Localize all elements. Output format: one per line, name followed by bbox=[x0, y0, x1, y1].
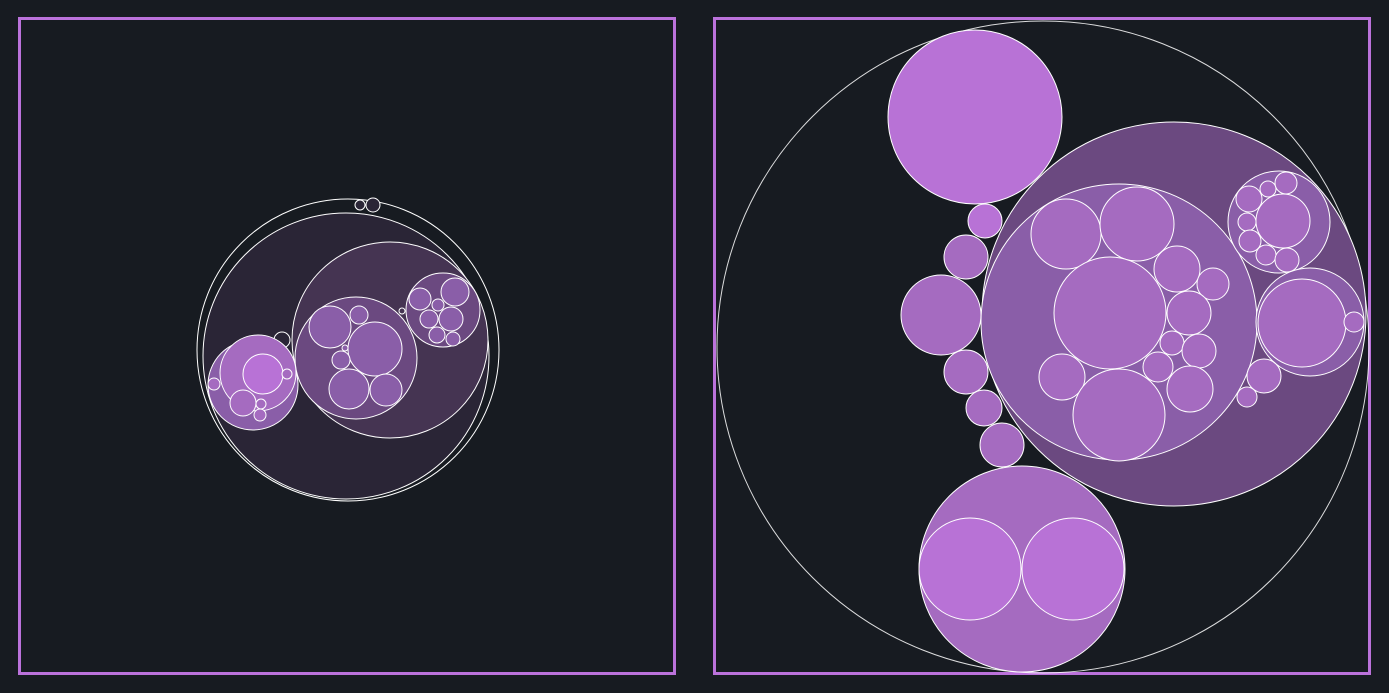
leaf-circle[interactable] bbox=[1235, 185, 1263, 213]
leaf-circle[interactable] bbox=[918, 517, 1022, 621]
leaf-circle[interactable] bbox=[1166, 365, 1214, 413]
leaf-circle[interactable] bbox=[341, 344, 349, 352]
leaf-circle[interactable] bbox=[943, 234, 989, 280]
leaf-circle[interactable] bbox=[255, 398, 267, 410]
leaf-circle[interactable] bbox=[979, 422, 1025, 468]
leaf-circle[interactable] bbox=[440, 277, 470, 307]
leaf-circle[interactable] bbox=[1038, 353, 1086, 401]
leaf-circle[interactable] bbox=[1142, 351, 1174, 383]
leaf-circle[interactable] bbox=[1274, 171, 1298, 195]
leaf-circle[interactable] bbox=[347, 321, 403, 377]
leaf-circle[interactable] bbox=[1181, 333, 1217, 369]
tiny-node-circle[interactable] bbox=[354, 199, 366, 211]
leaf-circle[interactable] bbox=[207, 377, 221, 391]
leaf-circle[interactable] bbox=[1246, 358, 1282, 394]
leaf-circle[interactable] bbox=[431, 298, 445, 312]
leaf-circle[interactable] bbox=[1196, 267, 1230, 301]
leaf-circle[interactable] bbox=[900, 274, 982, 356]
leaf-circle[interactable] bbox=[408, 287, 432, 311]
leaf-circle[interactable] bbox=[308, 305, 352, 349]
leaf-circle[interactable] bbox=[887, 29, 1063, 205]
leaf-circle[interactable] bbox=[1255, 244, 1277, 266]
zoomed-svg[interactable] bbox=[713, 17, 1371, 675]
leaf-circle[interactable] bbox=[242, 353, 284, 395]
leaf-circle[interactable] bbox=[328, 368, 370, 410]
leaf-circle[interactable] bbox=[1238, 229, 1262, 253]
tiny-node-circle[interactable] bbox=[365, 197, 381, 213]
leaf-circle[interactable] bbox=[1343, 311, 1365, 333]
leaf-circle[interactable] bbox=[1153, 245, 1201, 293]
leaf-circle[interactable] bbox=[1072, 368, 1166, 462]
leaf-circle[interactable] bbox=[445, 331, 461, 347]
zoom-root-circle[interactable] bbox=[716, 20, 1370, 674]
leaf-circle[interactable] bbox=[428, 326, 446, 344]
leaf-circle[interactable] bbox=[943, 349, 989, 395]
leaf-circle[interactable] bbox=[1237, 212, 1257, 232]
leaf-circle[interactable] bbox=[229, 389, 257, 417]
leaf-circle[interactable] bbox=[1053, 256, 1167, 370]
leaf-circle[interactable] bbox=[1259, 180, 1277, 198]
leaf-circle[interactable] bbox=[1030, 198, 1102, 270]
leaf-circle[interactable] bbox=[965, 389, 1003, 427]
leaf-circle[interactable] bbox=[1257, 278, 1347, 368]
leaf-circle[interactable] bbox=[1166, 290, 1212, 336]
leaf-circle[interactable] bbox=[1021, 517, 1125, 621]
leaf-circle[interactable] bbox=[438, 306, 464, 332]
leaf-circle[interactable] bbox=[1255, 193, 1311, 249]
leaf-circle[interactable] bbox=[369, 373, 403, 407]
leaf-circle[interactable] bbox=[281, 368, 293, 380]
leaf-circle[interactable] bbox=[967, 203, 1003, 239]
leaf-circle[interactable] bbox=[253, 408, 267, 422]
leaf-circle[interactable] bbox=[349, 305, 369, 325]
tiny-node-circle[interactable] bbox=[398, 307, 406, 315]
leaf-circle[interactable] bbox=[1236, 386, 1258, 408]
zoomed-panel[interactable] bbox=[713, 17, 1371, 675]
leaf-circle[interactable] bbox=[331, 350, 351, 370]
leaf-circle[interactable] bbox=[1159, 330, 1185, 356]
overview-panel[interactable] bbox=[18, 17, 676, 675]
leaf-circle[interactable] bbox=[1274, 247, 1300, 273]
leaf-circle[interactable] bbox=[419, 309, 439, 329]
overview-svg[interactable] bbox=[18, 17, 676, 675]
leaf-circle[interactable] bbox=[1099, 186, 1175, 262]
